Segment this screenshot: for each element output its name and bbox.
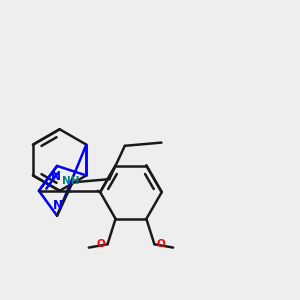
Text: O: O xyxy=(97,238,106,249)
Text: methoxy: methoxy xyxy=(80,252,98,256)
Text: N: N xyxy=(53,199,63,212)
Text: NH: NH xyxy=(62,176,80,186)
Text: O: O xyxy=(156,238,165,249)
Text: N: N xyxy=(51,170,62,183)
